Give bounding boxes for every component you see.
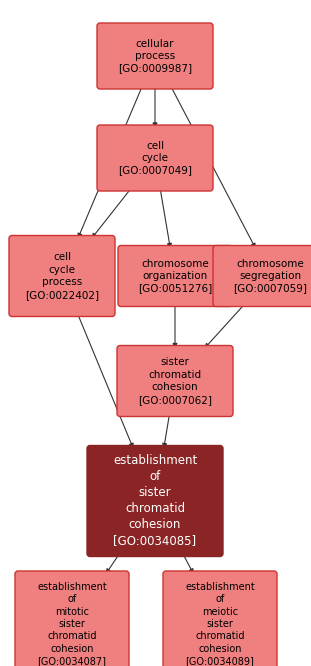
Text: chromosome
segregation
[GO:0007059]: chromosome segregation [GO:0007059] [233,258,307,294]
Text: chromosome
organization
[GO:0051276]: chromosome organization [GO:0051276] [138,258,212,294]
FancyBboxPatch shape [87,446,223,557]
FancyBboxPatch shape [15,571,129,666]
FancyBboxPatch shape [9,236,115,316]
Text: sister
chromatid
cohesion
[GO:0007062]: sister chromatid cohesion [GO:0007062] [138,358,212,405]
Text: cell
cycle
process
[GO:0022402]: cell cycle process [GO:0022402] [25,252,99,300]
FancyBboxPatch shape [97,23,213,89]
FancyBboxPatch shape [163,571,277,666]
Text: cellular
process
[GO:0009987]: cellular process [GO:0009987] [118,39,192,73]
Text: cell
cycle
[GO:0007049]: cell cycle [GO:0007049] [118,141,192,175]
FancyBboxPatch shape [118,246,232,306]
FancyBboxPatch shape [97,125,213,191]
FancyBboxPatch shape [213,246,311,306]
FancyBboxPatch shape [117,346,233,416]
Text: establishment
of
meiotic
sister
chromatid
cohesion
[GO:0034089]: establishment of meiotic sister chromati… [185,582,255,666]
Text: establishment
of
mitotic
sister
chromatid
cohesion
[GO:0034087]: establishment of mitotic sister chromati… [37,582,107,666]
Text: establishment
of
sister
chromatid
cohesion
[GO:0034085]: establishment of sister chromatid cohesi… [113,454,197,547]
